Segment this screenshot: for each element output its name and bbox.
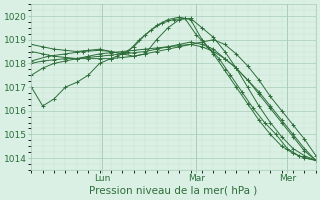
X-axis label: Pression niveau de la mer( hPa ): Pression niveau de la mer( hPa ) (90, 186, 258, 196)
